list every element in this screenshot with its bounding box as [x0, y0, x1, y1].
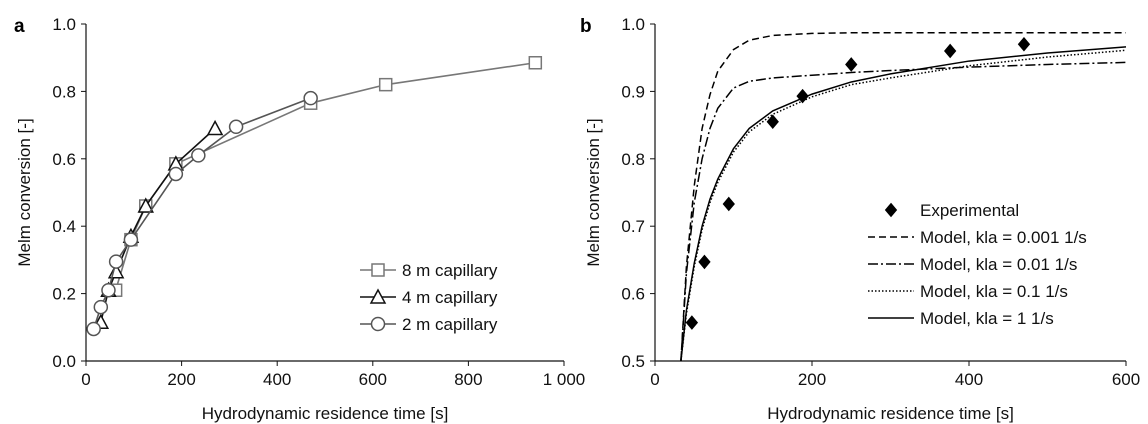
panel-a-label: a: [14, 16, 25, 37]
panel-b-series-1: [680, 32, 1126, 361]
panel-a-x-axis-title: Hydrodynamic residence time [s]: [202, 404, 449, 423]
panel-b-legend: Experimental Model, kla = 0.001 1/s Model,…: [868, 201, 1087, 328]
panel-a-data-point: [108, 254, 124, 269]
panel-b-series-line: [680, 61, 1127, 361]
panel-b-legend-label: Model, kla = 0.01 1/s: [920, 255, 1077, 274]
panel-b-y-tick-label: 0.7: [621, 217, 645, 236]
panel-a-legend-label: 2 m capillary: [402, 315, 498, 334]
panel-b-y-tick-label: 1.0: [621, 15, 645, 34]
panel-b-x-tick-label: 200: [798, 370, 826, 389]
panel-b-x-tick-label: 600: [1112, 370, 1140, 389]
panel-b-data-point: [1017, 36, 1031, 52]
panel-b-data-point: [685, 315, 699, 330]
panel-a-legend-label: 4 m capillary: [402, 288, 498, 307]
panel-a-chart: a Hydrodynamic residence time [s] Melm c…: [14, 15, 585, 423]
panel-a-legend-marker: [369, 288, 387, 304]
panel-a-series-line: [92, 97, 311, 330]
panel-a-data-point: [168, 166, 184, 182]
panel-a-data-point: [137, 197, 155, 213]
panel-a-data-point: [123, 232, 139, 247]
panel-a-y-tick-label: 1.0: [52, 15, 76, 34]
panel-b-legend-label: Model, kla = 0.001 1/s: [920, 228, 1087, 247]
panel-b-legend-label: Model, kla = 1 1/s: [920, 309, 1054, 328]
panel-b-x-axis-title: Hydrodynamic residence time [s]: [767, 404, 1014, 423]
panel-b-x-tick-label: 400: [955, 370, 983, 389]
panel-b-data-point: [698, 254, 711, 270]
panel-b-chart: b Hydrodynamic residence time [s] Melm c…: [580, 15, 1140, 423]
panel-a-series-2: [86, 90, 318, 337]
panel-a-x-tick-label: 1 000: [543, 370, 586, 389]
panel-a-legend-marker: [371, 263, 385, 277]
panel-a-y-tick-label: 0.6: [52, 150, 76, 169]
panel-a-y-axis-title: Melm conversion [-]: [15, 118, 34, 266]
panel-b-legend-marker: [884, 202, 898, 218]
panel-b-y-tick-label: 0.6: [621, 285, 645, 304]
panel-b-y-axis-title: Melm conversion [-]: [584, 118, 603, 266]
panel-a-data-point: [101, 282, 116, 298]
panel-b-y-tick-label: 0.5: [621, 352, 645, 371]
panel-a-x-tick-label: 600: [359, 370, 387, 389]
panel-b-legend-label: Model, kla = 0.1 1/s: [920, 282, 1068, 301]
panel-a-legend-marker: [370, 316, 386, 332]
panel-a-data-point: [528, 56, 543, 70]
panel-b-label: b: [580, 16, 592, 37]
panel-b-series-3: [680, 49, 1127, 361]
panel-a-data-point: [93, 299, 109, 315]
panel-a-x-tick-label: 800: [454, 370, 482, 389]
panel-b-y-tick-label: 0.9: [621, 82, 645, 101]
panel-a-y-tick-label: 0.8: [52, 82, 76, 101]
panel-b-data-point: [722, 196, 735, 212]
panel-a-y-tick-label: 0.2: [52, 285, 76, 304]
panel-b-x-tick-label: 0: [650, 370, 659, 389]
panel-b-series-line: [680, 32, 1126, 361]
panel-a-legend: 8 m capillary 4 m capillary 2 m capillary: [360, 261, 498, 334]
panel-b-series-2: [680, 61, 1127, 361]
panel-a-x-tick-label: 200: [167, 370, 195, 389]
panel-b-data-point: [766, 114, 779, 130]
panel-a-data-point: [378, 77, 393, 92]
panel-b-legend-label: Experimental: [920, 201, 1019, 220]
panel-a-x-tick-label: 0: [81, 370, 90, 389]
panel-b-series-line: [680, 46, 1127, 361]
panel-a-y-tick-label: 0.4: [52, 217, 76, 236]
panel-a-data-point: [303, 90, 318, 106]
panel-a-data-point: [206, 119, 224, 136]
panel-a-x-tick-label: 400: [263, 370, 291, 389]
panel-b-y-tick-label: 0.8: [621, 150, 645, 169]
panel-a-legend-label: 8 m capillary: [402, 261, 498, 280]
panel-b-series-0: [685, 36, 1031, 330]
panel-b-data-point: [944, 43, 957, 59]
panel-a-data-point: [228, 119, 244, 135]
panel-a-y-tick-label: 0.0: [52, 352, 76, 371]
panel-b-series-line: [680, 49, 1127, 361]
panel-a-data-point: [86, 321, 101, 337]
panel-b-series-4: [680, 46, 1127, 361]
panel-b-data-point: [845, 57, 858, 72]
panel-a-data-point: [191, 148, 206, 163]
